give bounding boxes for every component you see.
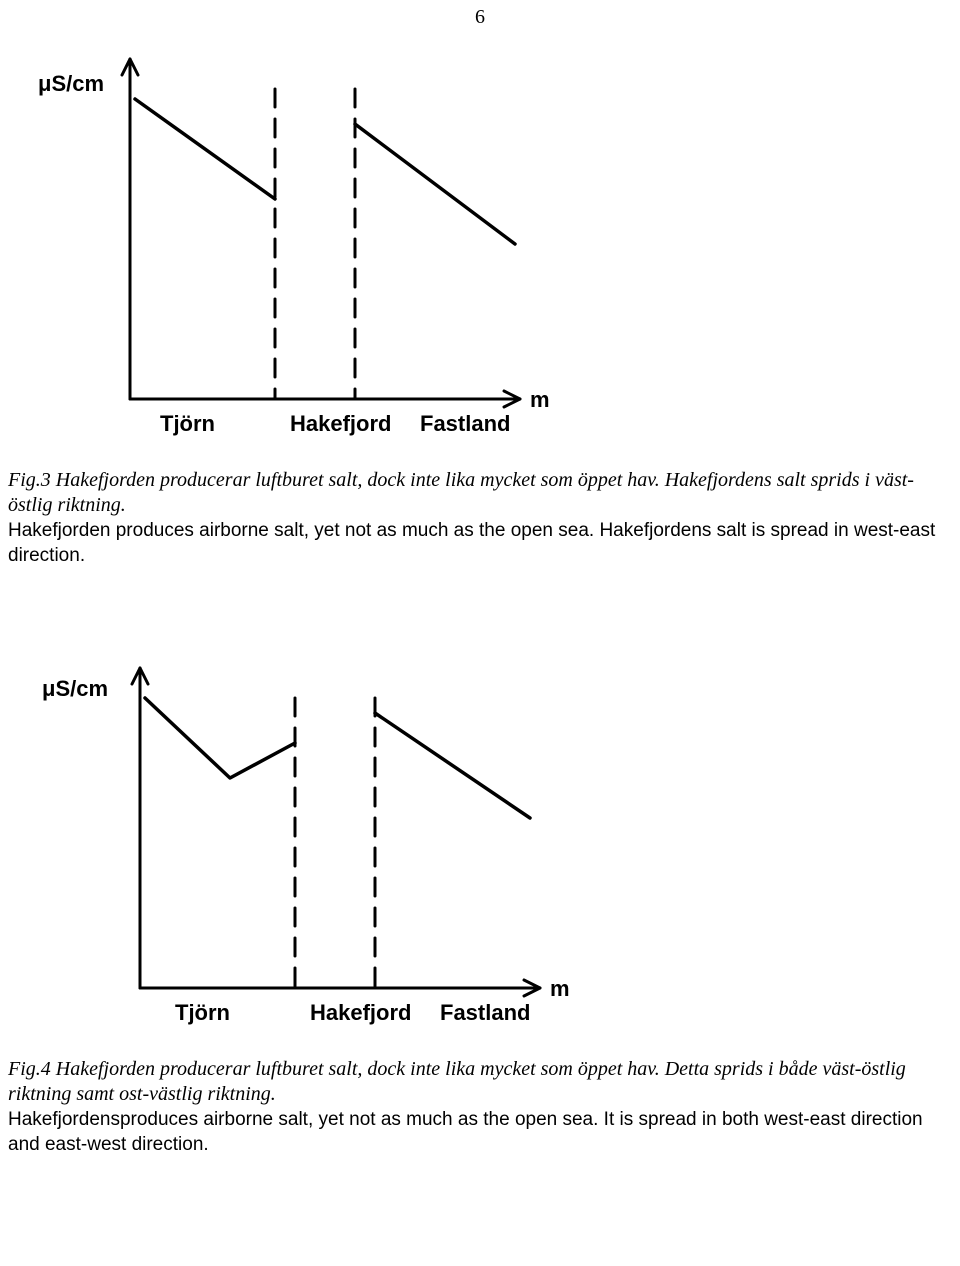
svg-text:Hakefjord: Hakefjord xyxy=(290,411,391,436)
figure-3-caption: Fig.3 Hakefjorden producerar luftburet s… xyxy=(8,468,952,568)
svg-text:Hakefjord: Hakefjord xyxy=(310,1000,411,1025)
svg-text:Tjörn: Tjörn xyxy=(160,411,215,436)
caption-plain-2: Hakefjordensproduces airborne salt, yet … xyxy=(8,1109,923,1155)
svg-text:Tjörn: Tjörn xyxy=(175,1000,230,1025)
svg-text:μS/cm: μS/cm xyxy=(42,676,108,701)
chart-svg-2: μS/cm m Tjörn Hakefjord Fastland xyxy=(20,638,580,1038)
caption-italic-2: Fig.4 Hakefjorden producerar luftburet s… xyxy=(8,1058,906,1105)
figure-3-chart: μS/cm m Tjörn Hakefjord Fastland xyxy=(20,29,960,454)
figure-4-caption: Fig.4 Hakefjorden producerar luftburet s… xyxy=(8,1057,952,1157)
svg-text:m: m xyxy=(550,976,570,1001)
svg-text:Fastland: Fastland xyxy=(420,411,510,436)
svg-text:m: m xyxy=(530,387,550,412)
caption-plain-1: Hakefjorden produces airborne salt, yet … xyxy=(8,520,935,566)
chart-svg-1: μS/cm m Tjörn Hakefjord Fastland xyxy=(20,29,560,449)
svg-text:μS/cm: μS/cm xyxy=(38,71,104,96)
svg-text:Fastland: Fastland xyxy=(440,1000,530,1025)
page-number: 6 xyxy=(0,0,960,29)
caption-italic-1: Fig.3 Hakefjorden producerar luftburet s… xyxy=(8,469,914,516)
figure-4-chart: μS/cm m Tjörn Hakefjord Fastland xyxy=(20,638,960,1043)
